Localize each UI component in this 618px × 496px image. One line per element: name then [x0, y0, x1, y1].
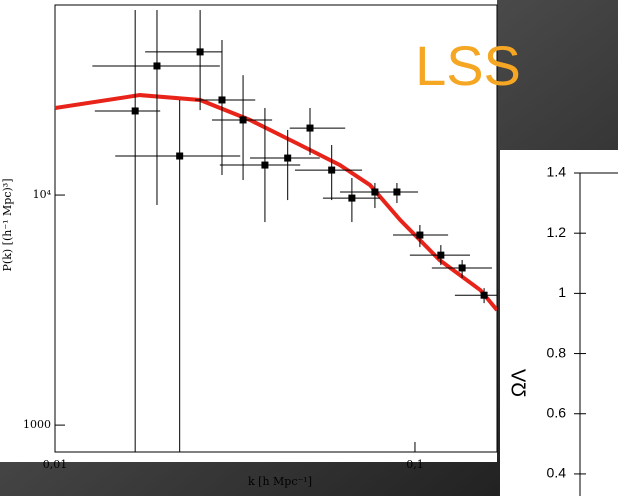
x-axis-label: k [h Mpc⁻¹]: [248, 475, 312, 488]
data-point: [328, 166, 336, 174]
plot-area: [55, 10, 497, 452]
data-point: [416, 231, 424, 239]
y-tick-label: 1.2: [547, 224, 567, 240]
data-point: [306, 124, 314, 132]
plot-panel-2: [500, 150, 618, 496]
y-axis-label: P(k) [(h⁻¹ Mpc)³]: [1, 179, 14, 272]
chart-title: LSS: [415, 34, 521, 97]
data-point: [176, 152, 184, 160]
data-point: [393, 188, 401, 196]
plot-frame: [54, 4, 498, 453]
y-tick-label: 1: [558, 284, 566, 300]
data-point: [218, 96, 226, 104]
data-point: [261, 161, 269, 169]
y-tick-label: 10⁴: [33, 188, 52, 201]
y-axis-label-2: ΩΛ: [508, 368, 530, 397]
y-tick-label: 0.8: [547, 344, 567, 360]
data-point: [284, 154, 292, 162]
data-point: [153, 62, 161, 70]
y-tick-label: 1000: [23, 418, 51, 431]
plot-panel: [0, 0, 497, 462]
data-point: [480, 291, 488, 299]
data-point: [131, 107, 139, 115]
y-tick-label: 1.4: [547, 164, 567, 180]
data-point: [196, 48, 204, 56]
y-tick-label: 0.4: [547, 465, 567, 481]
data-point: [437, 251, 445, 259]
data-point: [458, 264, 466, 272]
data-point: [239, 116, 247, 124]
fit-curve: [55, 93, 497, 312]
data-point: [348, 194, 356, 202]
x-tick-label: 0,1: [406, 458, 424, 471]
x-tick-label: 0,01: [43, 458, 68, 471]
y-tick-label: 0.6: [547, 404, 567, 420]
